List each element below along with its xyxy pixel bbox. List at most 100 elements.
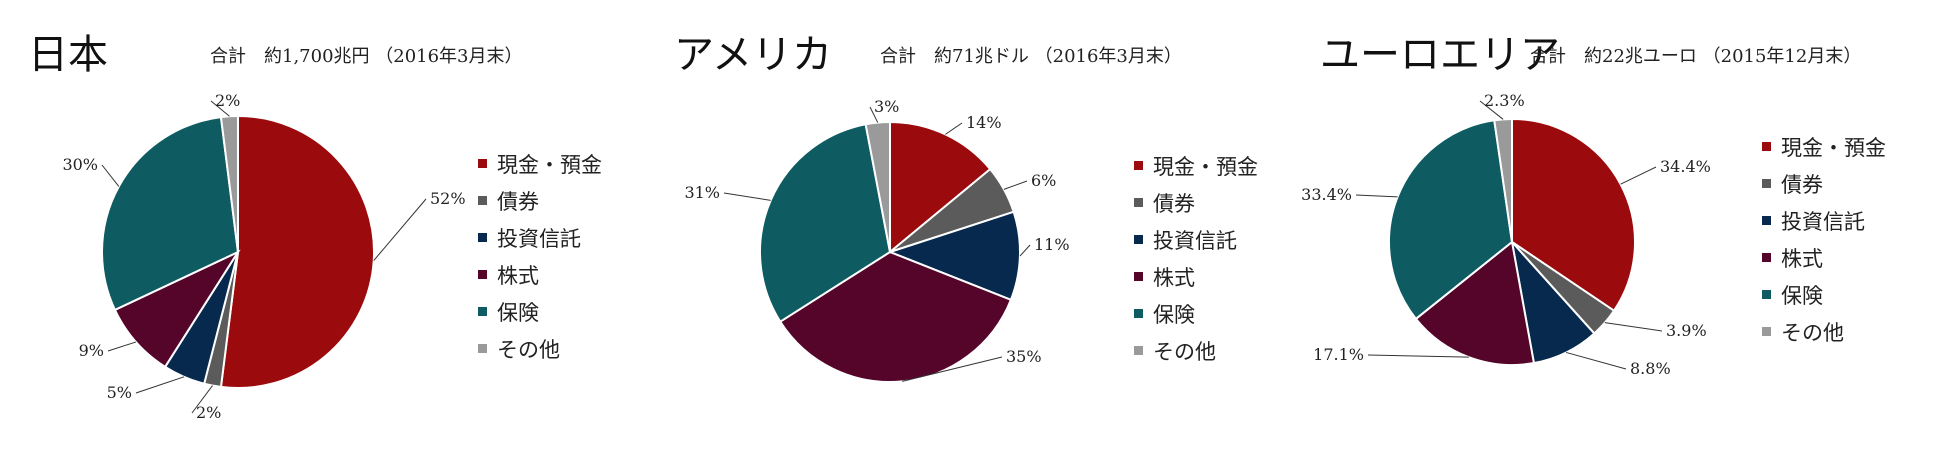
leader-line — [1566, 351, 1627, 370]
legend-item: 投資信託 — [478, 219, 602, 256]
legend-label: 株式 — [1153, 265, 1195, 290]
legend-label: 現金・預金 — [1781, 135, 1886, 160]
legend-swatch — [1762, 179, 1771, 188]
slice-stocks — [1414, 240, 1536, 366]
chart-subtitle: 合計 約71兆ドル （2016年3月末） — [880, 46, 1182, 67]
pie-chart-usa: 14% 6% 11% 35% 31% 3% — [684, 97, 1070, 383]
data-label: 11% — [1034, 235, 1070, 254]
data-label: 2% — [215, 91, 240, 110]
chart-panel-euro-area: ユーロエリア 合計 約22兆ユーロ （2015年12月末） 34.4% 3.9% 8… — [1292, 0, 1932, 464]
legend-item: その他 — [1762, 313, 1886, 350]
legend: 現金・預金 債券 投資信託 株式 保険 その他 — [1134, 147, 1258, 369]
data-label: 52% — [430, 189, 466, 208]
leader-line — [191, 385, 213, 414]
legend-item: 債券 — [1762, 165, 1886, 202]
legend-swatch — [1762, 142, 1771, 151]
legend-item: 現金・預金 — [1134, 147, 1258, 184]
data-label: 31% — [684, 183, 720, 202]
legend-item: 投資信託 — [1762, 202, 1886, 239]
leader-line — [902, 356, 1003, 382]
slice-insurance — [101, 115, 240, 312]
slice-cash-deposits — [219, 114, 375, 389]
chart-title: 日本 — [28, 32, 108, 78]
legend-swatch — [1134, 235, 1143, 244]
leader-line — [945, 122, 963, 135]
legend-swatch — [478, 196, 487, 205]
leader-line — [1367, 354, 1469, 358]
legend-swatch — [1134, 161, 1143, 170]
legend: 現金・預金 債券 投資信託 株式 保険 その他 — [478, 145, 602, 367]
leader-line — [1604, 322, 1663, 332]
data-label: 33.4% — [1301, 185, 1352, 204]
data-label: 2.3% — [1484, 91, 1525, 110]
legend-label: 投資信託 — [497, 226, 581, 251]
data-label: 9% — [79, 341, 104, 360]
leader-line — [107, 341, 137, 352]
legend-swatch — [478, 344, 487, 353]
legend-item: 現金・預金 — [478, 145, 602, 182]
legend-label: 現金・預金 — [1153, 154, 1258, 179]
legend-swatch — [478, 270, 487, 279]
legend-label: その他 — [1781, 320, 1844, 345]
legend-swatch — [1762, 327, 1771, 336]
legend-item: 債券 — [478, 182, 602, 219]
data-label: 5% — [107, 383, 132, 402]
legend-label: 保険 — [497, 300, 539, 325]
chart-title: ユーロエリア — [1320, 32, 1560, 78]
legend: 現金・預金 債券 投資信託 株式 保険 その他 — [1762, 128, 1886, 350]
legend-label: 保険 — [1153, 302, 1195, 327]
legend-item: 保険 — [1762, 276, 1886, 313]
leader-line — [869, 106, 879, 123]
data-label: 35% — [1006, 347, 1042, 366]
slice-investment-trusts — [887, 210, 1021, 302]
leader-line — [723, 192, 771, 201]
slice-insurance — [759, 123, 892, 324]
legend-label: 株式 — [1781, 246, 1823, 271]
legend-swatch — [1134, 198, 1143, 207]
data-label: 34.4% — [1660, 157, 1711, 176]
data-label: 6% — [1031, 171, 1056, 190]
leader-line — [1019, 244, 1031, 257]
legend-item: 株式 — [1134, 258, 1258, 295]
legend-item: 債券 — [1134, 184, 1258, 221]
slice-other — [219, 114, 239, 253]
legend-label: 債券 — [497, 189, 539, 214]
chart-panel-usa: アメリカ 合計 約71兆ドル （2016年3月末） 14% 6% 11% 35% 31%… — [646, 0, 1286, 464]
legend-label: 債券 — [1781, 172, 1823, 197]
legend-label: 投資信託 — [1781, 209, 1865, 234]
leader-line — [1355, 194, 1398, 198]
legend-swatch — [1134, 272, 1143, 281]
legend-label: 保険 — [1781, 283, 1823, 308]
slice-other — [864, 120, 891, 253]
leader-line — [101, 164, 120, 187]
chart-panel-japan: 日本 合計 約1,700兆円 （2016年3月末） 52% 2% 5% 9% 30% 2%… — [0, 0, 640, 464]
chart-subtitle: 合計 約22兆ユーロ （2015年12月末） — [1530, 46, 1862, 67]
leader-line — [1003, 180, 1028, 190]
legend-item: 現金・預金 — [1762, 128, 1886, 165]
data-label: 3.9% — [1666, 321, 1707, 340]
data-label: 14% — [966, 113, 1002, 132]
legend-swatch — [1134, 346, 1143, 355]
slice-cash-deposits — [1511, 117, 1636, 313]
legend-item: 保険 — [1134, 295, 1258, 332]
chart-title: アメリカ — [674, 32, 832, 78]
legend-item: その他 — [1134, 332, 1258, 369]
slice-other — [1493, 117, 1513, 243]
legend-swatch — [478, 159, 487, 168]
data-label: 3% — [874, 97, 899, 116]
legend-swatch — [1134, 309, 1143, 318]
legend-swatch — [1762, 253, 1771, 262]
pie-chart-japan: 52% 2% 5% 9% 30% 2% — [62, 91, 466, 422]
leader-line — [1479, 100, 1504, 120]
legend-swatch — [1762, 290, 1771, 299]
leader-line — [135, 376, 185, 394]
data-label: 2% — [196, 403, 221, 422]
data-label: 17.1% — [1313, 345, 1364, 364]
chart-subtitle: 合計 約1,700兆円 （2016年3月末） — [210, 46, 523, 67]
legend-item: 株式 — [1762, 239, 1886, 276]
data-label: 8.8% — [1630, 359, 1671, 378]
pie-chart-euro-area: 34.4% 3.9% 8.8% 17.1% 33.4% 2.3% — [1301, 91, 1711, 378]
legend-label: その他 — [1153, 339, 1216, 364]
legend-swatch — [1762, 216, 1771, 225]
leader-line — [210, 100, 230, 117]
